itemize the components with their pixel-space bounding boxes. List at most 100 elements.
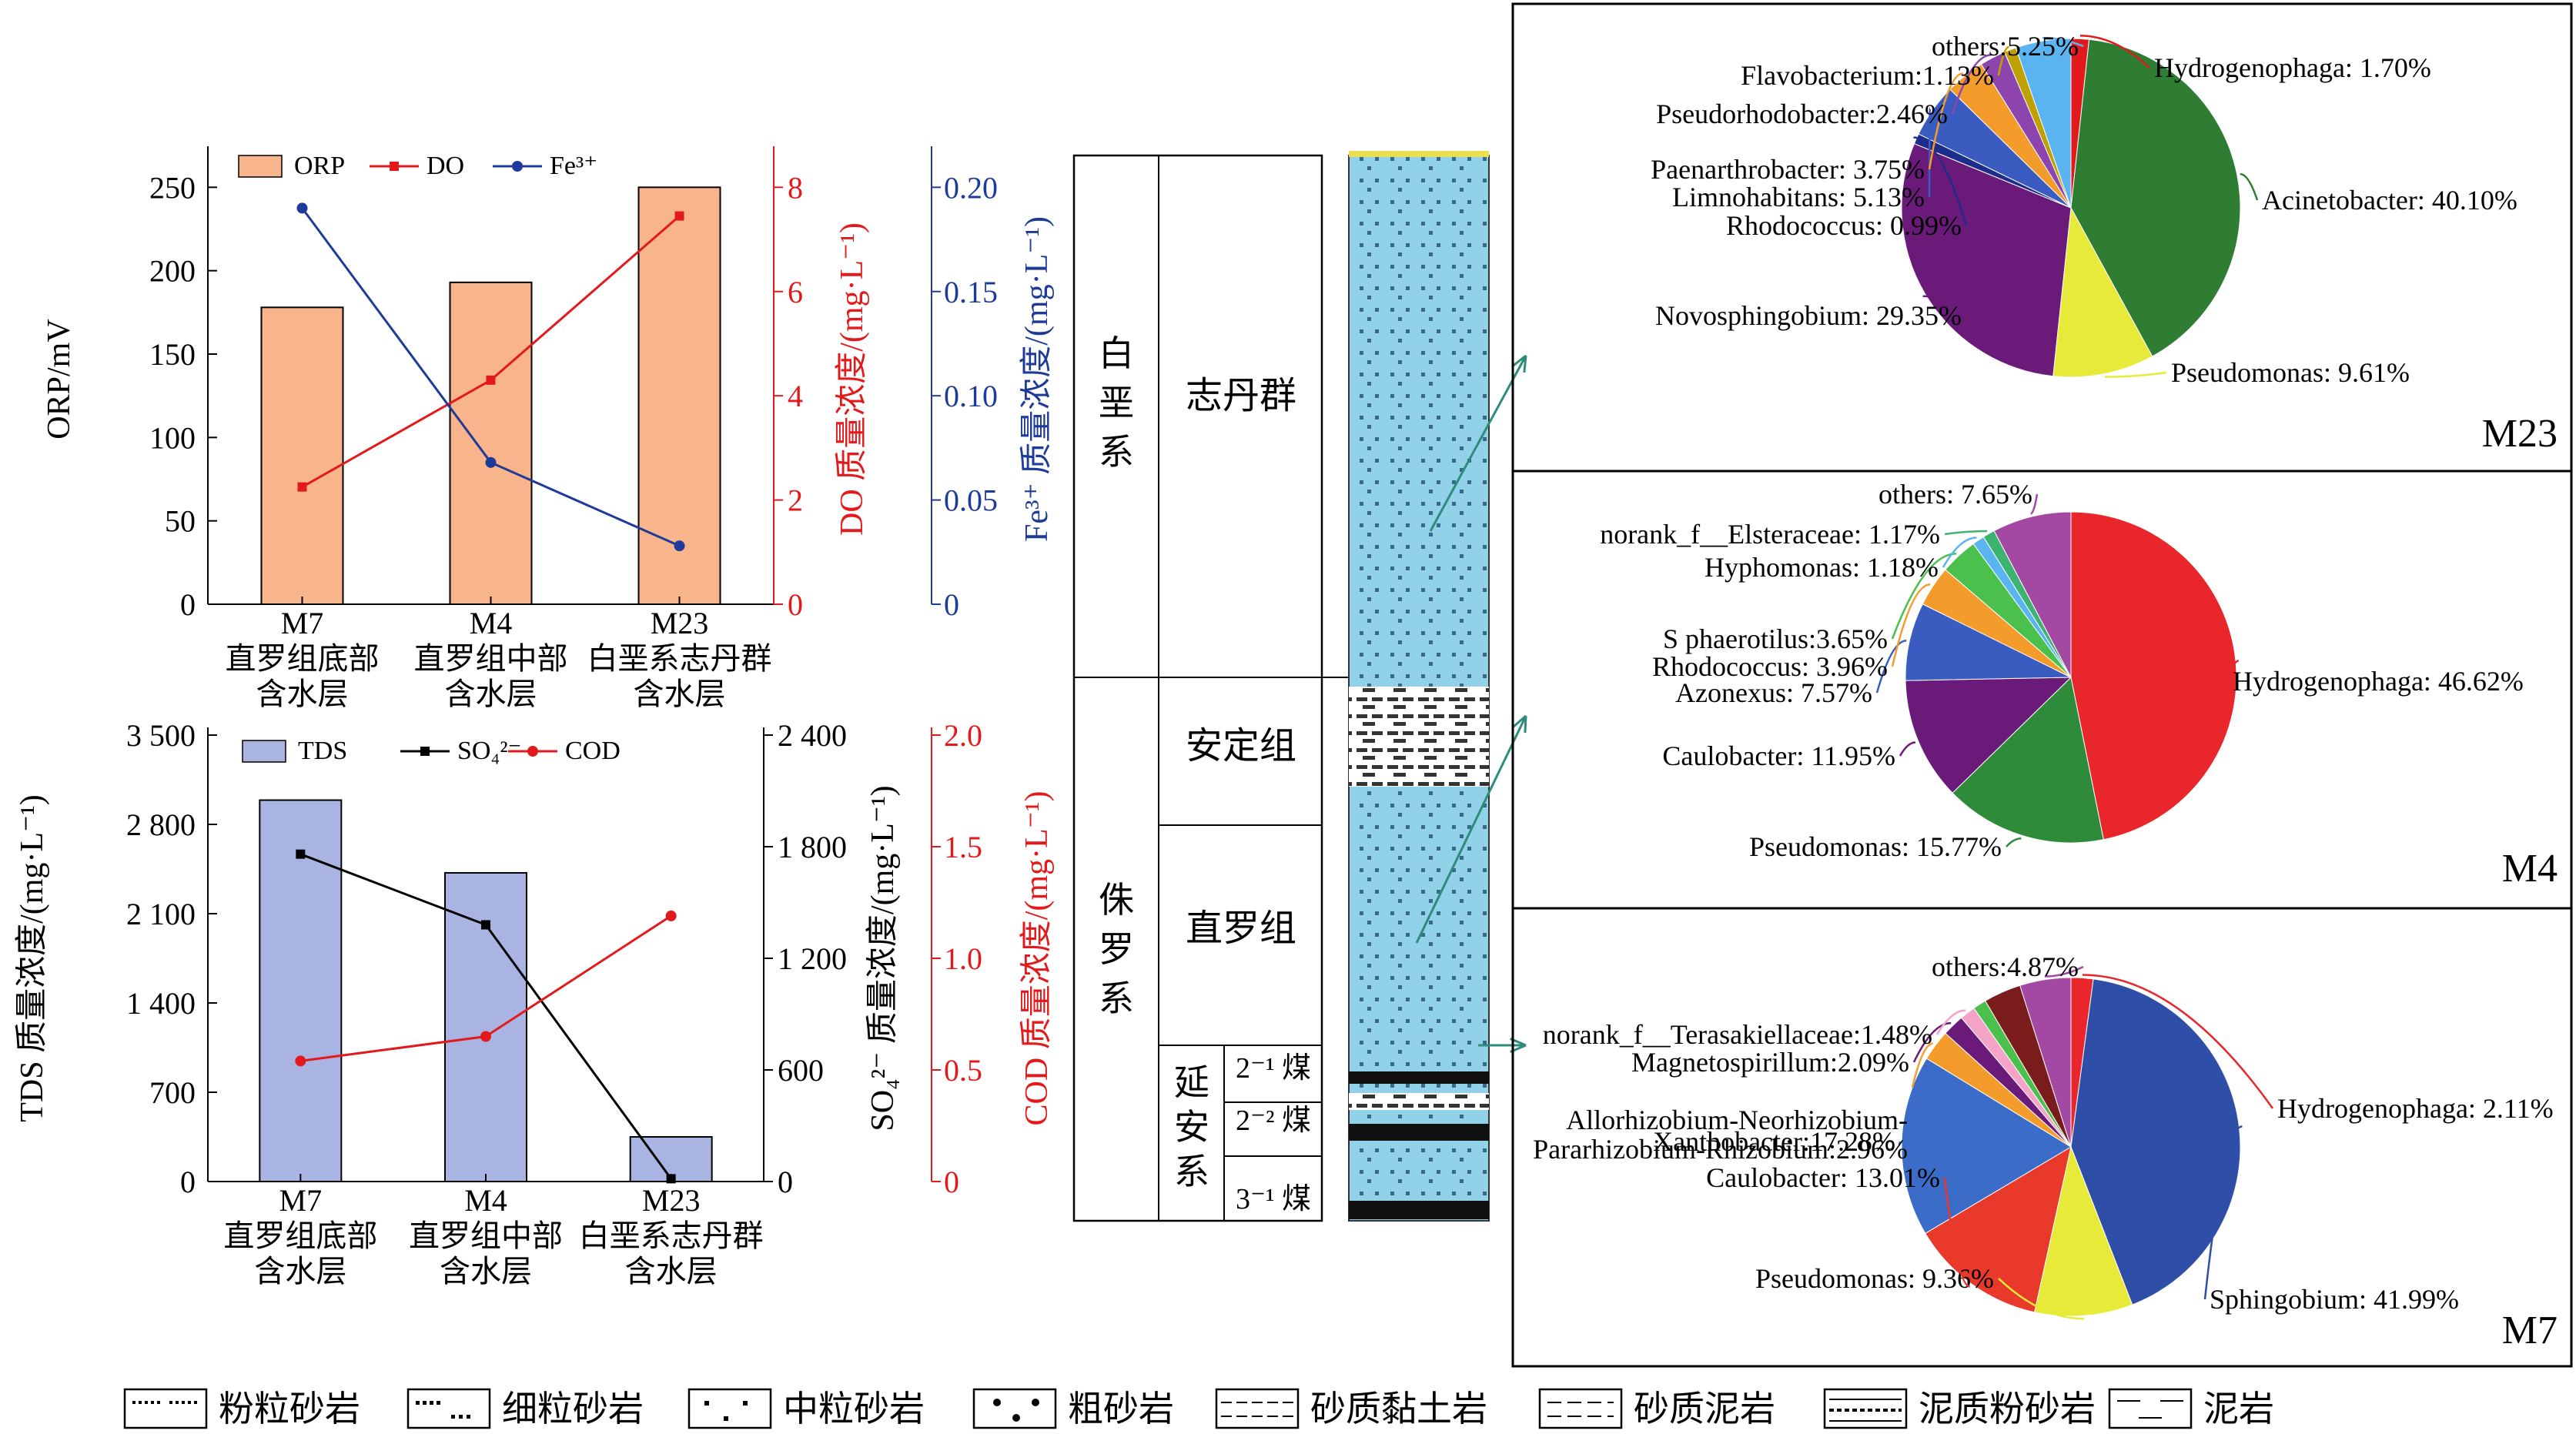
- formation-label: 安: [1174, 1108, 1209, 1147]
- x-category-label: M23: [651, 606, 709, 640]
- legend-label: COD: [565, 737, 621, 765]
- x-category-label: 含水层: [634, 677, 726, 711]
- leader-line: [1911, 1042, 1933, 1088]
- pie-slice-label: Azonexus: 7.57%: [1675, 677, 1872, 708]
- formation-label: 直罗组: [1186, 908, 1296, 949]
- legend-label: TDS: [298, 737, 347, 765]
- axis-label-2: COD 质量浓度/(mg·L⁻¹): [1019, 791, 1055, 1126]
- pie-slice-label: Magnetospirillum:2.09%: [1631, 1047, 1909, 1078]
- tick-label: 0: [944, 587, 959, 622]
- bar-orp-1: [449, 281, 533, 605]
- connector-arrow-m23: [1429, 355, 1527, 532]
- pie-slice-label: others: 7.65%: [1878, 479, 2032, 510]
- formation-label: 志丹群: [1186, 376, 1296, 416]
- legend-marker: [390, 162, 399, 171]
- legend-item-label: 细粒砂岩: [502, 1389, 644, 1429]
- legend-item-label: 砂质黏土岩: [1310, 1389, 1487, 1429]
- tick-label: 0: [944, 1165, 959, 1199]
- pie-charts: M23 Hydrogenophaga: 1.70% Acinetobacter: 4…: [1511, 2, 2573, 1368]
- legend-symbol-mark: [1032, 1399, 1039, 1406]
- tick-label: 2 100: [126, 897, 196, 931]
- legend-symbol-mark: [157, 1401, 160, 1404]
- tick-label: 1 800: [778, 830, 847, 864]
- legend-symbol: [123, 1388, 208, 1429]
- pie-slice-m7-2: [2033, 1145, 2133, 1317]
- legend-label: DO: [427, 152, 464, 180]
- tick-label: 50: [165, 504, 196, 539]
- pie-slice-label: S phaerotilus:3.65%: [1663, 623, 1888, 654]
- pie-slice-label: Flavobacterium:1.13%: [1741, 60, 1994, 91]
- litho-band: [1349, 1201, 1489, 1219]
- leader-line: [2044, 965, 2084, 978]
- pie-slice-m4-1: [1952, 676, 2104, 844]
- x-category-label: 直罗组底部: [223, 1218, 377, 1253]
- tick-label: 2 800: [126, 807, 196, 842]
- leader-line: [1899, 741, 1916, 757]
- line-point-1-1: [480, 1031, 491, 1042]
- axis-label-0: TDS 质量浓度/(mg·L⁻¹): [15, 794, 50, 1122]
- x-category-label: 白垩系志丹群: [579, 1218, 764, 1253]
- legend-symbol-mark: [724, 1416, 728, 1421]
- leader-line: [1951, 54, 1992, 115]
- tick-label: 6: [788, 275, 803, 309]
- litho-band: [1349, 1093, 1489, 1110]
- leader-line: [1898, 1141, 1902, 1147]
- tick-label: 2: [788, 483, 803, 518]
- axis-label-2: Fe³⁺ 质量浓度/(mg·L⁻¹): [1019, 216, 1055, 542]
- leader-line: [2104, 371, 2167, 378]
- pie-slice-label: Hydrogenophaga: 2.11%: [2277, 1093, 2554, 1124]
- leader-line: [2080, 35, 2150, 69]
- pie-slice-m23-1: [2070, 38, 2241, 357]
- legend-symbol-mark: [704, 1401, 709, 1406]
- x-category-label: 直罗组中部: [414, 641, 568, 676]
- tick-label: 4: [788, 379, 803, 413]
- tick-label: 0.20: [944, 170, 998, 205]
- litho-mudstone-band: [1349, 687, 1489, 787]
- tick-label: 2 400: [778, 718, 847, 753]
- pie-sample-tag: M7: [2502, 1309, 2558, 1352]
- leader-line: [1912, 1021, 1952, 1063]
- line-point-1-1: [485, 456, 497, 468]
- legend-symbol-mark: [423, 1401, 427, 1405]
- system-label: 罗: [1099, 930, 1134, 969]
- legend-item-label: 泥岩: [2203, 1389, 2274, 1429]
- line-point-1-0: [296, 202, 308, 214]
- leader-line: [1928, 72, 1963, 170]
- pie-slice-label: Pseudorhodobacter:2.46%: [1656, 99, 1948, 129]
- line-point-0-0: [296, 849, 306, 859]
- pie-panel-m7: [1511, 907, 2573, 1368]
- tick-label: 0: [180, 587, 196, 622]
- system-label: 白: [1099, 334, 1134, 373]
- axis-label-0: ORP/mV: [42, 319, 77, 439]
- x-category-label: 含水层: [256, 677, 349, 711]
- leader-line: [2030, 493, 2039, 515]
- pie-slice-label: Novosphingobium: 29.35%: [1655, 300, 1962, 331]
- legend-symbol-mark: [182, 1401, 185, 1404]
- pie-slice-label: others:4.87%: [1932, 951, 2079, 982]
- legend-swatch-bar: [242, 740, 286, 763]
- line-point-0-0: [297, 482, 307, 492]
- tick-label: 0.5: [944, 1053, 982, 1088]
- pie-slice-label: Paenarthrobacter: 3.75%: [1651, 154, 1925, 185]
- connector-arrow-m23-head: [1511, 354, 1527, 373]
- pie-slice-label: Hydrogenophaga: 46.62%: [2233, 666, 2524, 697]
- legend-symbol: [1538, 1388, 1623, 1429]
- pie-slice-m4-0: [2070, 511, 2237, 841]
- legend-symbol-mark: [437, 1401, 440, 1405]
- formation-label: 安定组: [1186, 726, 1296, 767]
- tick-label: 1.0: [944, 941, 982, 976]
- pie-slice-label: Acinetobacter: 40.10%: [2262, 185, 2517, 216]
- leader-line: [1875, 639, 1907, 694]
- pie-slice-label: Caulobacter: 11.95%: [1662, 740, 1895, 771]
- tds-so4-cod-chart: 0 700 1 400 2 100 2 800 3 500 TDS 质量浓度/(mg·L⁻¹…: [15, 718, 1055, 1289]
- tick-label: 0.10: [944, 379, 998, 413]
- leader-line: [1935, 1009, 1966, 1035]
- connector-arrow-m4-head: [1512, 714, 1527, 734]
- legend-marker: [420, 747, 430, 756]
- legend-symbol-mark: [1012, 1414, 1020, 1422]
- pie-sample-tag: M4: [2502, 847, 2558, 891]
- tick-label: 3 500: [126, 718, 196, 753]
- legend-symbol: [1215, 1388, 1300, 1429]
- leader-line: [1913, 136, 1968, 226]
